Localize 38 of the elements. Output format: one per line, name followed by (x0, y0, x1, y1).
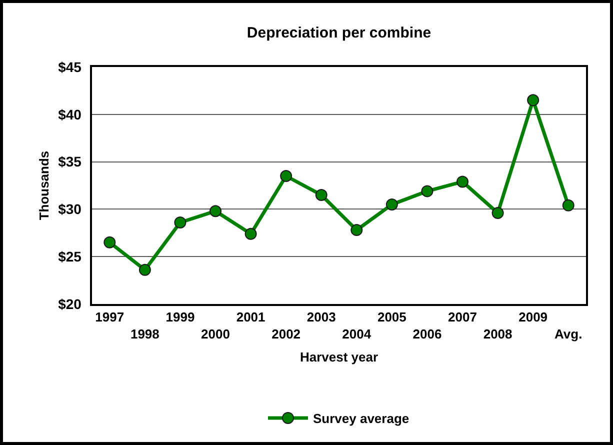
point (492, 206, 504, 219)
y-axis-title: Thousands (36, 150, 52, 220)
x-tick-label: 2006 (412, 326, 442, 342)
x-tick-label: 2007 (448, 309, 477, 324)
x-tick-label: 2009 (518, 309, 548, 324)
x-tick-label: 2003 (306, 309, 336, 324)
point (386, 198, 398, 210)
y-tick-label: $40 (58, 106, 82, 122)
x-tick-label: 1997 (95, 309, 124, 324)
point (562, 199, 574, 212)
x-tick-label: 1999 (166, 309, 195, 324)
x-tick-label: 2004 (342, 326, 372, 342)
y-tick-label: $25 (58, 248, 82, 264)
y-tick-label: $30 (58, 201, 82, 218)
x-tick-label: 1998 (130, 326, 160, 342)
x-tick-label: 2001 (236, 309, 266, 324)
x-tick-label: Avg. (554, 326, 582, 342)
point (174, 216, 186, 228)
chart-title: Depreciation per combine (246, 24, 432, 42)
point (350, 224, 363, 236)
point (456, 176, 468, 188)
x-tick-label: 2008 (483, 326, 512, 342)
point (244, 228, 257, 240)
legend-label: Survey average (313, 411, 410, 426)
y-tick-label: $45 (58, 58, 82, 75)
point (104, 236, 116, 248)
point (138, 264, 151, 276)
point (315, 188, 328, 201)
y-tick-label: $35 (58, 154, 82, 170)
x-tick-label: 2005 (377, 309, 406, 324)
point (280, 170, 292, 182)
point (210, 205, 222, 218)
point (421, 185, 434, 198)
x-tick-label: 2002 (272, 326, 301, 342)
x-axis-title: Harvest year (300, 349, 378, 364)
x-tick-label: 2000 (201, 326, 230, 342)
y-tick-label: $20 (58, 296, 82, 312)
point (527, 94, 540, 106)
